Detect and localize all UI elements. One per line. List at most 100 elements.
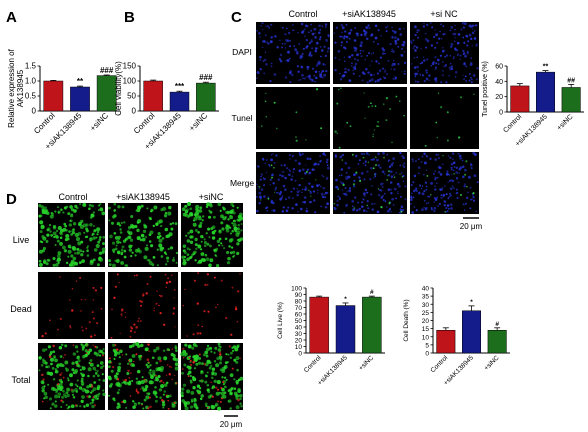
y-tick-label: 80 — [295, 299, 303, 306]
cell-dot — [464, 183, 466, 185]
cell-dot — [81, 259, 85, 263]
cell-dot — [397, 191, 399, 193]
cell-dot — [191, 253, 194, 257]
cell-dot — [412, 47, 415, 49]
cell-dot — [308, 41, 312, 45]
cell-dot — [217, 388, 220, 391]
cell-dot — [318, 184, 321, 186]
cell-dot — [327, 166, 330, 170]
cell-dot — [388, 202, 391, 205]
cell-dot — [386, 25, 389, 27]
cell-dot — [442, 25, 445, 27]
cell-dot — [182, 383, 187, 387]
cell-dot — [68, 230, 71, 233]
cell-dot — [399, 100, 401, 102]
cell-dot — [450, 168, 453, 171]
cell-dot — [99, 207, 104, 211]
cell-dot — [137, 401, 141, 405]
cell-dot — [116, 240, 120, 244]
cell-dot — [168, 372, 172, 376]
cell-dot — [89, 216, 93, 219]
cell-dot — [226, 250, 230, 255]
cell-dot — [262, 157, 265, 160]
cell-dot — [211, 376, 214, 380]
cell-dot — [379, 77, 382, 81]
cell-dot — [56, 259, 59, 262]
cell-dot — [158, 219, 163, 224]
cell-dot — [202, 215, 205, 218]
significance-label: # — [495, 321, 499, 328]
cell-dot — [76, 350, 79, 353]
cell-dot — [457, 181, 460, 184]
cell-dot — [120, 313, 123, 316]
cell-dot — [94, 289, 98, 292]
cell-dot — [199, 332, 202, 335]
cell-dot — [91, 398, 95, 402]
cell-dot — [470, 76, 472, 79]
cell-dot — [183, 250, 187, 255]
cell-dot — [54, 369, 59, 374]
cell-dot — [228, 399, 232, 403]
cell-dot — [308, 31, 310, 34]
cell-dot — [118, 405, 121, 409]
cell-dot — [375, 156, 377, 159]
cell-dot — [311, 47, 313, 50]
cell-dot — [54, 234, 59, 239]
cell-dot — [199, 206, 203, 210]
cell-dot — [101, 354, 105, 357]
cell-dot — [186, 335, 188, 337]
cell-dot — [366, 54, 369, 57]
cell-dot — [363, 29, 366, 32]
cell-dot — [366, 170, 369, 173]
cell-dot — [219, 209, 222, 213]
cell-dot — [101, 211, 106, 216]
cell-dot — [452, 57, 455, 60]
cell-dot — [436, 182, 438, 184]
cell-dot — [414, 159, 418, 163]
cell-dot — [193, 213, 197, 217]
cell-dot — [218, 361, 223, 365]
cell-dot — [111, 263, 116, 268]
cell-dot — [138, 249, 142, 254]
cell-dot — [367, 161, 370, 164]
cell-dot — [229, 407, 232, 410]
cell-dot — [327, 34, 330, 37]
y-tick-label: 0 — [298, 351, 302, 358]
cell-dot — [412, 181, 415, 184]
cell-dot — [447, 181, 449, 183]
cell-dot — [240, 404, 243, 408]
cell-dot — [150, 244, 154, 248]
cell-dot — [212, 230, 216, 233]
cell-dot — [162, 206, 167, 211]
cell-dot — [174, 346, 178, 350]
cell-dot — [114, 247, 118, 251]
cell-dot — [240, 229, 243, 232]
cell-dot — [306, 207, 308, 210]
cell-dot — [168, 205, 172, 210]
cell-dot — [354, 49, 357, 52]
panel-d-scale-label: 20 μm — [220, 420, 243, 429]
cell-dot — [264, 51, 267, 54]
cell-dot — [423, 206, 425, 209]
cell-dot — [311, 168, 315, 171]
cell-dot — [134, 254, 137, 257]
cell-dot — [189, 363, 193, 367]
cell-dot — [467, 40, 470, 43]
cell-dot — [279, 53, 283, 57]
cell-dot — [214, 404, 218, 407]
cell-dot — [130, 327, 134, 330]
cell-dot — [430, 182, 433, 185]
cell-dot — [159, 311, 162, 315]
bar — [487, 330, 507, 354]
cell-dot — [317, 163, 320, 166]
cell-dot — [74, 404, 77, 407]
cell-dot — [371, 60, 373, 62]
cell-dot — [49, 407, 52, 410]
cell-dot — [403, 162, 406, 165]
cell-dot — [76, 247, 80, 251]
cell-dot — [123, 255, 127, 259]
cell-dot — [280, 164, 283, 167]
cell-dot — [471, 198, 473, 200]
cell-dot — [265, 115, 268, 118]
cell-dot — [452, 169, 455, 172]
